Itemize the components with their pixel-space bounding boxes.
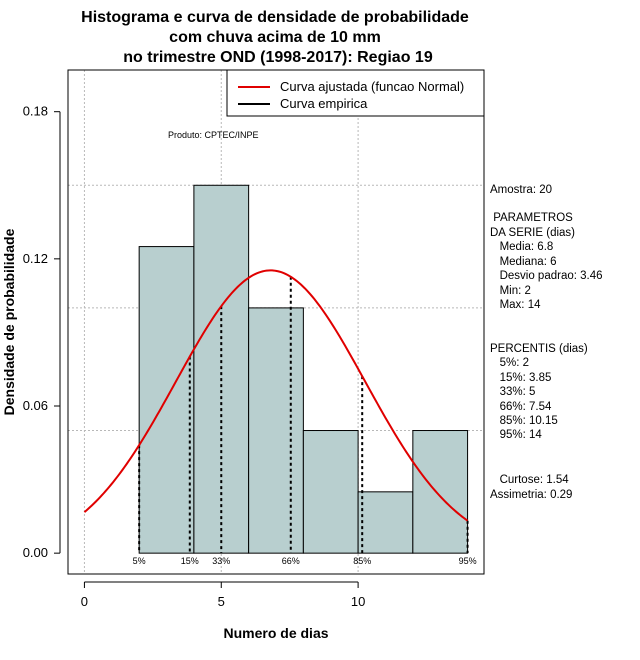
y-tick-label: 0.06 xyxy=(23,398,48,413)
normal-curve-line xyxy=(83,269,469,522)
histogram-bar xyxy=(357,491,414,554)
histogram-bar xyxy=(302,430,359,554)
stat-line: 85%: 10.15 xyxy=(490,415,558,427)
stat-line: 33%: 5 xyxy=(490,386,535,398)
stat-line: 15%: 3.85 xyxy=(490,372,551,384)
curve-layer xyxy=(83,269,469,522)
chart-title-line-2: com chuva acima de 10 mm xyxy=(169,29,381,46)
stat-line: Assimetria: 0.29 xyxy=(490,489,572,501)
legend: Curva ajustada (funcao Normal) Curva emp… xyxy=(226,69,485,117)
stat-line: Min: 2 xyxy=(490,285,531,297)
y-axis-label: Densidade de probabilidade xyxy=(1,228,17,415)
y-axis: 0.00 0.06 0.12 0.18 xyxy=(23,104,61,560)
y-tick-label: 0.12 xyxy=(23,251,48,266)
percentile-label: 66% xyxy=(282,556,300,566)
x-tick-label: 0 xyxy=(81,594,88,609)
stat-line: PARAMETROS xyxy=(490,212,573,224)
stat-line: 5%: 2 xyxy=(490,357,529,369)
histogram-bar xyxy=(412,430,469,554)
histogram-bar xyxy=(248,307,304,554)
stat-line: Max: 14 xyxy=(490,299,541,311)
legend-box xyxy=(226,69,485,117)
y-tick-label: 0.00 xyxy=(23,545,48,560)
percentile-label: 85% xyxy=(353,556,371,566)
statistics-panel: Amostra: 20 PARAMETROS DA SERIE (dias) M… xyxy=(490,184,603,501)
stat-line: Desvio padrao: 3.46 xyxy=(490,270,603,282)
percentile-label: 95% xyxy=(459,556,477,566)
stat-line: 95%: 14 xyxy=(490,429,542,441)
percentile-label: 15% xyxy=(181,556,199,566)
histogram-bar xyxy=(193,184,250,554)
stat-line: 66%: 7.54 xyxy=(490,401,552,413)
x-tick-label: 5 xyxy=(218,594,225,609)
stat-line: DA SERIE (dias) xyxy=(490,227,575,239)
x-axis: 0 5 10 xyxy=(81,581,365,609)
product-annotation: Produto: CPTEC/INPE xyxy=(168,130,259,140)
stat-line: PERCENTIS (dias) xyxy=(490,343,588,355)
chart-title-line-1: Histograma e curva de densidade de proba… xyxy=(81,9,469,26)
stat-line: Mediana: 6 xyxy=(490,256,556,268)
stat-line: Curtose: 1.54 xyxy=(490,474,569,486)
stat-line: Amostra: 20 xyxy=(490,184,552,196)
percentile-layer: 5% 15% 33% 66% 85% 95% xyxy=(133,276,477,566)
stat-line: Media: 6.8 xyxy=(490,241,553,253)
legend-label-normal: Curva ajustada (funcao Normal) xyxy=(280,79,464,94)
percentile-label: 33% xyxy=(212,556,230,566)
chart-title-line-3: no trimestre OND (1998-2017): Regiao 19 xyxy=(123,49,433,66)
x-tick-label: 10 xyxy=(351,594,365,609)
y-tick-label: 0.18 xyxy=(23,104,48,119)
percentile-label: 5% xyxy=(133,556,146,566)
bars-layer xyxy=(138,184,469,554)
legend-label-empirical: Curva empirica xyxy=(280,96,368,111)
x-axis-label: Numero de dias xyxy=(223,625,328,641)
